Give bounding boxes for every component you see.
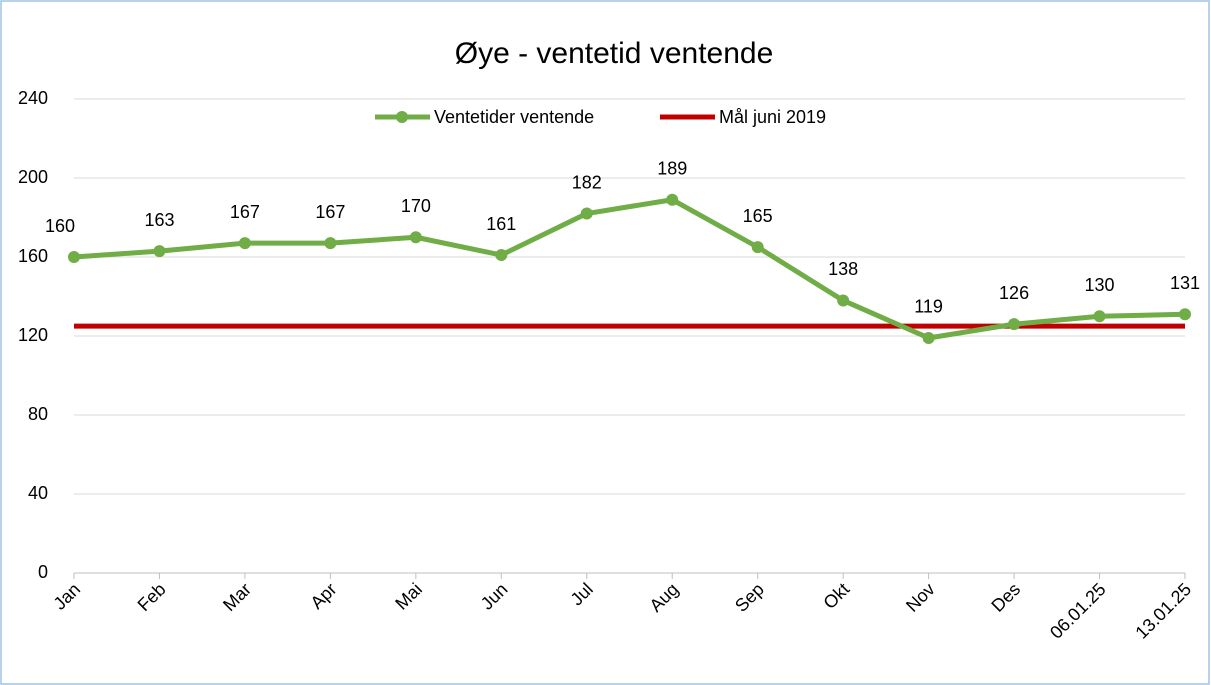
marker bbox=[580, 207, 593, 220]
marker bbox=[238, 237, 251, 250]
legend-label: Ventetider ventende bbox=[434, 107, 594, 127]
marker bbox=[68, 251, 80, 263]
data-label: 126 bbox=[999, 283, 1029, 303]
legend-label: Mål juni 2019 bbox=[719, 107, 826, 127]
legend-marker bbox=[396, 111, 408, 123]
data-label: 165 bbox=[743, 206, 773, 226]
marker bbox=[1008, 318, 1021, 331]
data-label: 160 bbox=[45, 216, 75, 236]
y-tick-label: 160 bbox=[18, 246, 48, 266]
data-label: 167 bbox=[230, 202, 260, 222]
marker bbox=[922, 331, 935, 344]
data-label: 167 bbox=[315, 202, 345, 222]
marker bbox=[1093, 310, 1106, 323]
marker bbox=[324, 237, 337, 250]
marker bbox=[1179, 308, 1191, 321]
data-label: 182 bbox=[572, 172, 602, 192]
y-tick-label: 80 bbox=[28, 404, 48, 424]
data-label: 161 bbox=[486, 214, 516, 234]
y-tick-label: 0 bbox=[38, 562, 48, 582]
marker bbox=[751, 241, 764, 254]
data-label: 189 bbox=[657, 158, 687, 178]
marker bbox=[666, 193, 679, 206]
marker bbox=[837, 294, 850, 307]
data-label: 163 bbox=[144, 210, 174, 230]
marker bbox=[409, 231, 422, 244]
data-label: 170 bbox=[401, 196, 431, 216]
y-tick-label: 40 bbox=[28, 483, 48, 503]
marker bbox=[153, 245, 166, 258]
y-tick-label: 240 bbox=[18, 88, 48, 108]
data-label: 130 bbox=[1085, 275, 1115, 295]
series-line bbox=[73, 197, 1186, 341]
data-label: 138 bbox=[828, 259, 858, 279]
chart-title: Øye - ventetid ventende bbox=[455, 37, 774, 70]
marker bbox=[495, 249, 508, 262]
y-tick-label: 200 bbox=[18, 167, 48, 187]
data-label: 131 bbox=[1170, 273, 1200, 293]
data-label: 119 bbox=[914, 297, 943, 317]
y-tick-label: 120 bbox=[18, 325, 48, 345]
